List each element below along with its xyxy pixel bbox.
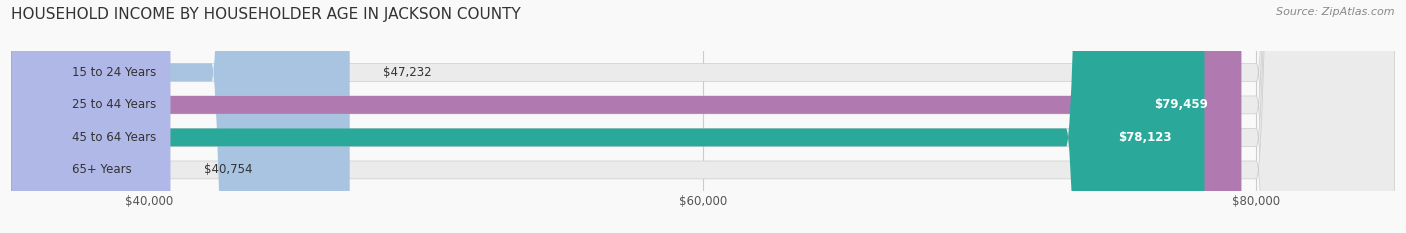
FancyBboxPatch shape bbox=[11, 0, 170, 233]
Text: 15 to 24 Years: 15 to 24 Years bbox=[72, 66, 156, 79]
FancyBboxPatch shape bbox=[11, 0, 1205, 233]
Text: 25 to 44 Years: 25 to 44 Years bbox=[72, 98, 156, 111]
FancyBboxPatch shape bbox=[11, 0, 350, 233]
FancyBboxPatch shape bbox=[11, 0, 1395, 233]
Text: $47,232: $47,232 bbox=[382, 66, 432, 79]
FancyBboxPatch shape bbox=[11, 0, 1395, 233]
Text: Source: ZipAtlas.com: Source: ZipAtlas.com bbox=[1277, 7, 1395, 17]
FancyBboxPatch shape bbox=[11, 0, 1395, 233]
FancyBboxPatch shape bbox=[11, 0, 1241, 233]
Text: 65+ Years: 65+ Years bbox=[72, 163, 132, 176]
FancyBboxPatch shape bbox=[11, 0, 1395, 233]
Text: HOUSEHOLD INCOME BY HOUSEHOLDER AGE IN JACKSON COUNTY: HOUSEHOLD INCOME BY HOUSEHOLDER AGE IN J… bbox=[11, 7, 522, 22]
Text: $79,459: $79,459 bbox=[1154, 98, 1208, 111]
Text: 45 to 64 Years: 45 to 64 Years bbox=[72, 131, 156, 144]
Text: $40,754: $40,754 bbox=[204, 163, 252, 176]
Text: $78,123: $78,123 bbox=[1118, 131, 1171, 144]
